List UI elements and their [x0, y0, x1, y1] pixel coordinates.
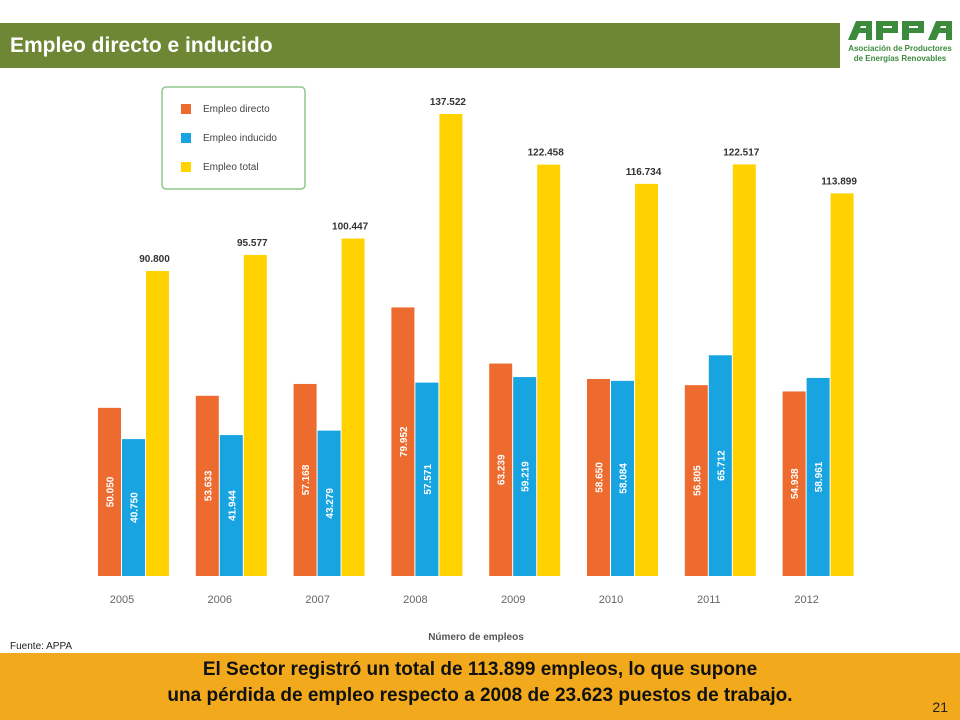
logo-line-2: de Energías Renovables [853, 54, 947, 63]
data-label-empleo-directo-2011: 56.805 [692, 465, 703, 496]
legend-label-empleo-directo: Empleo directo [203, 104, 270, 115]
data-label-empleo-inducido-2011: 65.712 [716, 450, 727, 481]
data-label-empleo-directo-2009: 63.239 [497, 454, 508, 485]
x-tick-label-2010: 2010 [599, 594, 623, 606]
x-tick-label-2006: 2006 [208, 594, 232, 606]
bar-empleo-total-2005 [146, 270, 169, 576]
x-tick-label-2007: 2007 [305, 594, 329, 606]
data-label-empleo-directo-2010: 58.650 [595, 462, 606, 493]
appa-logo: Asociación de Productores de Energías Re… [842, 18, 958, 70]
bar-empleo-inducido-2012 [806, 377, 830, 576]
bar-empleo-total-2007 [341, 238, 365, 577]
bar-empleo-directo-2010 [587, 378, 610, 576]
bar-empleo-inducido-2010 [611, 380, 634, 576]
data-label-empleo-inducido-2005: 40.750 [130, 492, 141, 523]
bar-empleo-directo-2005 [98, 407, 121, 576]
data-label-empleo-directo-2005: 50.050 [106, 476, 117, 507]
bar-empleo-inducido-2008 [415, 382, 439, 576]
bar-empleo-total-2012 [830, 193, 854, 576]
bar-empleo-directo-2011 [684, 385, 708, 576]
bar-empleo-directo-2006 [195, 395, 219, 576]
data-label-empleo-directo-2006: 53.633 [203, 470, 214, 501]
summary-line-2: una pérdida de empleo respecto a 2008 de… [167, 685, 793, 706]
data-label-total-2012: 113.899 [821, 176, 857, 187]
logo-line-1: Asociación de Productores [848, 44, 952, 53]
data-label-total-2009: 122.458 [528, 148, 565, 159]
bar-empleo-directo-2007 [293, 383, 317, 576]
data-label-total-2010: 116.734 [626, 167, 662, 178]
legend-swatch-empleo-directo [181, 104, 191, 114]
page-number: 21 [932, 699, 948, 715]
data-label-total-2006: 95.577 [237, 238, 268, 249]
bar-empleo-directo-2008 [391, 307, 415, 576]
bar-empleo-inducido-2009 [513, 377, 537, 576]
data-label-empleo-inducido-2012: 58.961 [814, 461, 825, 492]
page-title: Empleo directo e inducido [10, 34, 273, 57]
data-label-empleo-inducido-2008: 57.571 [423, 464, 434, 495]
bar-empleo-directo-2012 [782, 391, 806, 576]
data-label-empleo-inducido-2009: 59.219 [521, 461, 532, 492]
legend-label-empleo-total: Empleo total [203, 162, 259, 173]
legend-swatch-empleo-inducido [181, 133, 191, 143]
bar-empleo-total-2010 [635, 183, 658, 577]
summary-line-1: El Sector registró un total de 113.899 e… [202, 659, 758, 680]
bar-empleo-total-2011 [732, 164, 756, 576]
data-label-total-2005: 90.800 [139, 254, 170, 265]
legend-label-empleo-inducido: Empleo inducido [203, 133, 277, 144]
bar-empleo-total-2009 [537, 164, 561, 577]
source-note: Fuente: APPA [10, 641, 73, 652]
bar-empleo-total-2008 [439, 114, 463, 576]
legend-swatch-empleo-total [181, 162, 191, 172]
x-tick-label-2011: 2011 [697, 594, 721, 606]
data-label-empleo-inducido-2007: 43.279 [325, 488, 336, 519]
bar-empleo-inducido-2005 [122, 439, 145, 576]
title-bar: Empleo directo e inducido [0, 23, 840, 68]
employment-bar-chart: 50.050 40.750 90.800 2005 53.633 41.944 95.577… [98, 86, 857, 643]
legend-box [161, 86, 306, 190]
data-label-empleo-directo-2012: 54.938 [790, 468, 801, 499]
x-tick-label-2012: 2012 [794, 594, 818, 606]
x-tick-label-2005: 2005 [110, 594, 134, 606]
x-axis-label: Número de empleos [428, 632, 524, 643]
data-label-total-2011: 122.517 [723, 147, 760, 158]
bar-empleo-inducido-2011 [708, 355, 732, 576]
appa-logo-mark [848, 21, 952, 40]
summary-banner: El Sector registró un total de 113.899 e… [0, 653, 960, 720]
bar-empleo-inducido-2007 [317, 430, 341, 576]
bar-empleo-total-2006 [243, 254, 267, 576]
data-label-total-2008: 137.522 [430, 97, 467, 108]
bar-empleo-inducido-2006 [219, 435, 243, 576]
x-tick-label-2008: 2008 [403, 594, 427, 606]
data-label-empleo-directo-2007: 57.168 [301, 464, 312, 495]
bar-empleo-directo-2009 [489, 363, 513, 576]
data-label-empleo-directo-2008: 79.952 [399, 426, 410, 457]
data-label-total-2007: 100.447 [332, 222, 369, 233]
data-label-empleo-inducido-2006: 41.944 [227, 490, 238, 521]
x-tick-label-2009: 2009 [501, 594, 525, 606]
data-label-empleo-inducido-2010: 58.084 [619, 463, 630, 494]
